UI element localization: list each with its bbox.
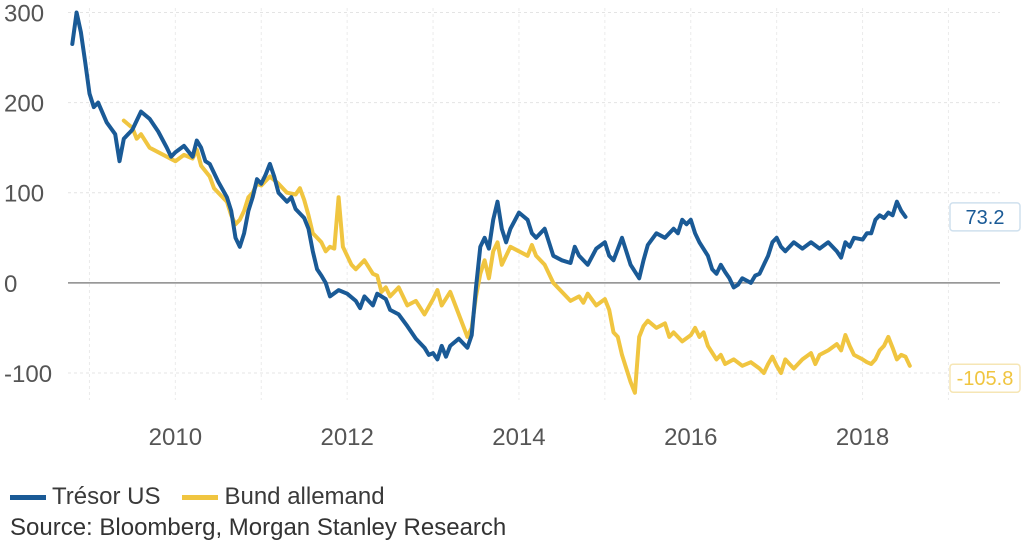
source-note: Source: Bloomberg, Morgan Stanley Resear… <box>10 514 507 541</box>
chart-grid <box>68 8 1000 400</box>
legend-item-bund-allemand: Bund allemand <box>182 483 385 511</box>
series-line-bund-allemand <box>121 118 912 395</box>
end-label-box <box>949 202 1021 232</box>
y-tick-label: 200 <box>4 91 44 118</box>
x-tick-label: 2012 <box>320 424 373 451</box>
y-tick-label: 300 <box>4 1 44 28</box>
end-label-box <box>949 363 1021 393</box>
y-tick-label: 100 <box>4 181 44 208</box>
chart-legend: Trésor US Bund allemand <box>10 481 407 513</box>
y-tick-label: 0 <box>4 271 17 298</box>
chart-end-labels: 73.2 -105.8 <box>949 202 1021 393</box>
y-tick-label: -100 <box>4 361 52 388</box>
x-tick-label: 2010 <box>149 424 202 451</box>
chart-axis-labels: -100 0 100 200 300 2010 2012 2014 2016 2018 <box>4 1 889 451</box>
x-tick-label: 2016 <box>664 424 717 451</box>
end-label-tresor-us: 73.2 <box>949 202 1021 232</box>
legend-swatch-bund-allemand <box>182 494 219 500</box>
end-label-value: 73.2 <box>966 207 1005 229</box>
end-label-value: -105.8 <box>957 368 1014 390</box>
series-line-tresor-us <box>70 10 908 362</box>
chart-canvas: -100 0 100 200 300 2010 2012 2014 2016 2018 73.2 -… <box>4 1 1021 451</box>
legend-label-tresor-us: Trésor US <box>52 483 161 510</box>
end-label-bund-allemand: -105.8 <box>949 363 1021 393</box>
x-tick-label: 2018 <box>836 424 889 451</box>
legend-item-tresor-us: Trésor US <box>10 483 160 511</box>
legend-swatch-tresor-us <box>10 494 46 500</box>
chart-series-layer <box>70 10 912 395</box>
legend-label-bund-allemand: Bund allemand <box>224 483 385 510</box>
x-tick-label: 2014 <box>492 424 545 451</box>
